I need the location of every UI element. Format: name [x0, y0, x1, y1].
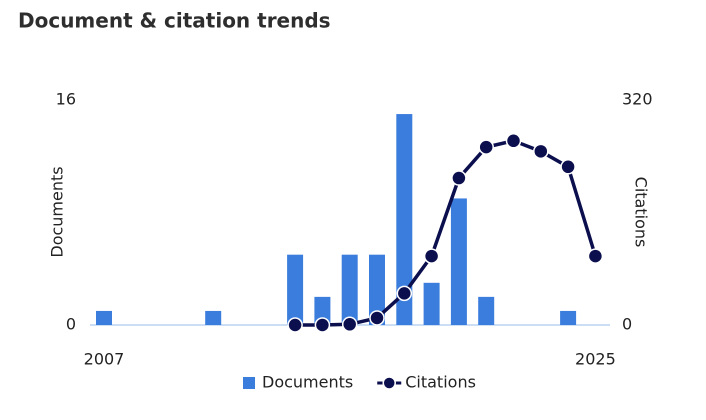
marker	[478, 139, 494, 155]
marker	[560, 159, 576, 175]
marker	[451, 170, 467, 186]
bar	[205, 310, 222, 325]
y-axis-title: Documents	[48, 166, 67, 257]
bar	[96, 310, 112, 325]
bar	[396, 114, 413, 325]
marker	[369, 310, 385, 326]
marker	[396, 285, 413, 302]
bar	[423, 282, 440, 325]
bar	[314, 296, 331, 325]
marker	[587, 248, 604, 264]
legend-label: Citations	[405, 373, 476, 392]
y2-tick-label: 0	[622, 315, 632, 334]
chart-title: Document & citation trends	[18, 9, 331, 33]
y-tick-label: 16	[56, 90, 76, 109]
y2-tick-label: 320	[622, 90, 653, 109]
line	[295, 138, 598, 327]
x-tick-label: 2025	[575, 350, 616, 369]
y2-axis-title: Citations	[632, 177, 651, 248]
marker	[287, 317, 303, 333]
bar	[450, 198, 467, 325]
bar	[341, 254, 358, 325]
legend-label: Documents	[262, 373, 353, 392]
legend-swatch	[243, 377, 255, 389]
marker	[341, 316, 358, 333]
bar	[560, 310, 577, 325]
legend-swatch	[382, 376, 396, 390]
bar	[369, 254, 385, 325]
x-tick-label: 2007	[84, 350, 125, 369]
marker	[423, 248, 440, 264]
bar	[287, 254, 304, 325]
marker	[505, 133, 522, 149]
bar	[478, 296, 495, 325]
marker	[314, 317, 331, 333]
y-tick-label: 0	[66, 315, 76, 334]
marker	[533, 143, 549, 160]
